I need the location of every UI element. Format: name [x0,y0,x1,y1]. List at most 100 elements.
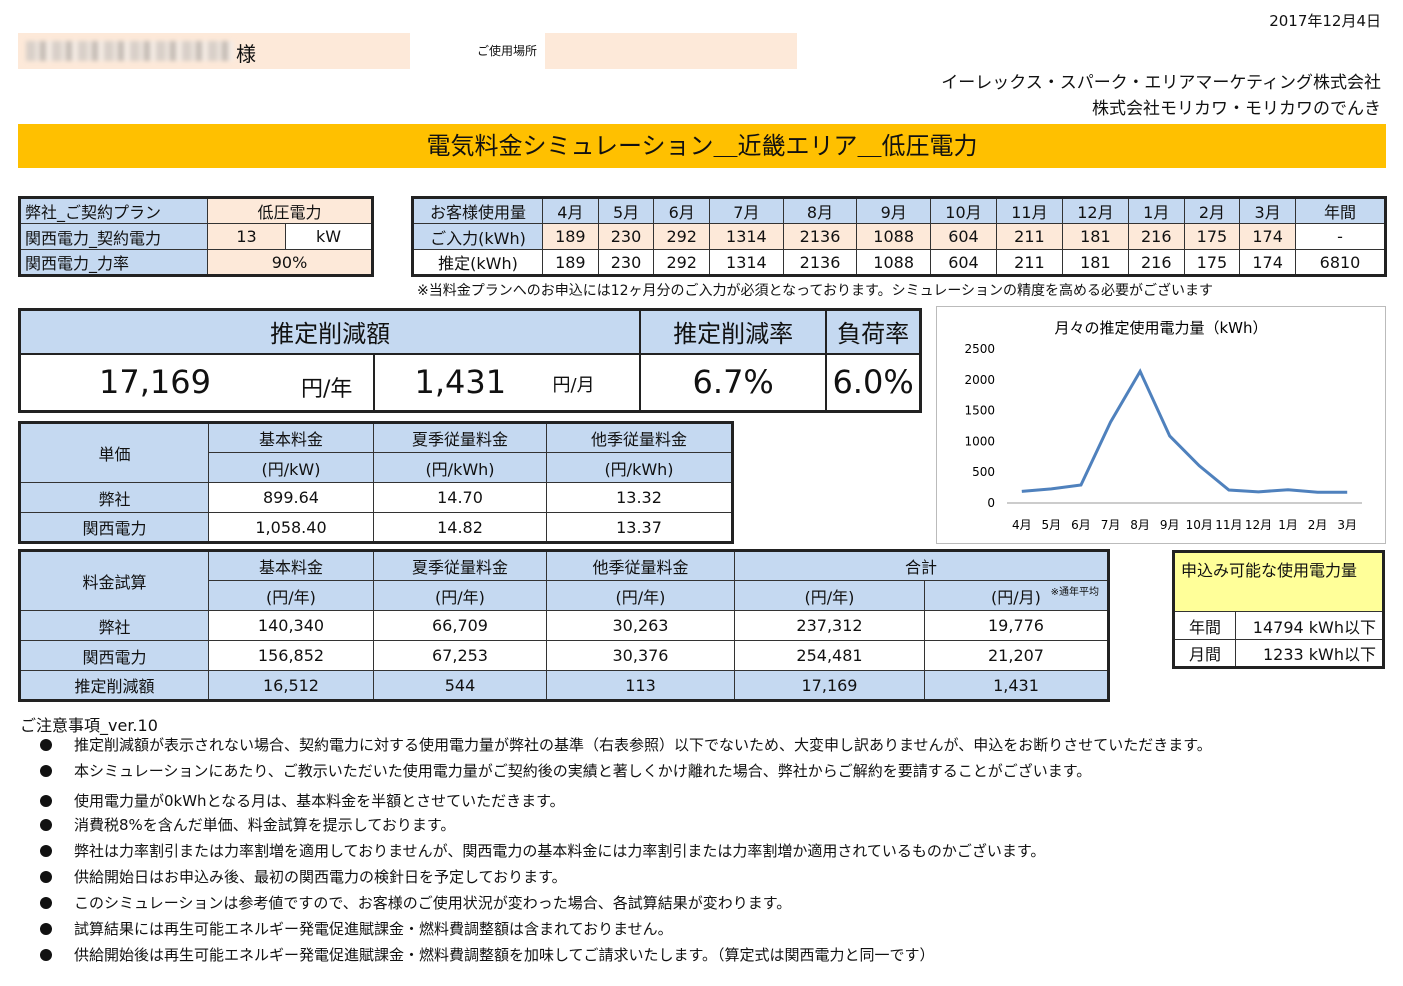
bullet-icon [40,795,52,807]
company-name-2: 株式会社モリカワ・モリカワのでんき [1092,99,1381,119]
usage-input-value[interactable]: 230 [597,223,655,250]
chart-x-tick-label: 7月 [1101,518,1121,532]
reduction-header: 推定削減額 [18,308,642,355]
calc-value: 544 [373,670,547,701]
usage-input-value[interactable]: 216 [1127,223,1185,250]
calc-value: 66,709 [373,610,547,641]
note-item: 推定削減額が表示されない場合、契約電力に対する使用電力量が弊社の基準（右表参照）… [40,734,1212,755]
calc-value: 16,512 [208,670,374,701]
note-text: 消費税8%を含んだ単価、料金試算を提示しております。 [74,816,456,834]
calc-table: 料金試算 基本料金 夏季従量料金 他季従量料金 合計 (円/年) (円/年) (… [18,549,1110,702]
unit-price-col1: 基本料金 [208,422,374,453]
summary-table: 推定削減額 推定削減率 負荷率 17,169 円/年 1,431 円/月 6.7… [18,308,922,413]
usage-estimate-label: 推定(kWh) [412,249,543,276]
usage-input-value[interactable]: 211 [995,223,1063,250]
unit-price-value: 14.70 [373,482,547,513]
available-row-value: 14794 kWh以下 [1235,611,1384,640]
unit-price-col2-unit: (円/kWh) [373,452,547,483]
notes-title: ご注意事項_ver.10 [20,716,158,735]
usage-place-box [545,33,797,69]
usage-input-value[interactable]: 292 [653,223,711,250]
chart-x-tick-label: 12月 [1245,518,1272,532]
unit-price-value: 1,058.40 [208,512,374,543]
note-item: 弊社は力率割引または力率割増を適用しておりませんが、関西電力の基本料金には力率割… [40,840,1045,861]
usage-input-value[interactable]: 174 [1239,223,1296,250]
chart-y-tick-label: 1000 [964,434,995,448]
usage-month-header: 7月 [709,197,784,224]
calc-row-label: 関西電力 [19,640,209,671]
bullet-icon [40,923,52,935]
note-item: 試算結果には再生可能エネルギー発電促進賦課金・燃料費調整額は含まれておりません。 [40,918,673,939]
unit-price-value: 13.32 [546,482,733,513]
usage-place-label: ご使用場所 [477,44,538,58]
usage-input-value[interactable]: 1314 [709,223,784,250]
usage-estimate-value: 216 [1127,249,1185,276]
usage-month-header: 4月 [542,197,599,224]
chart-y-tick-label: 2500 [964,342,995,356]
available-row-label: 月間 [1173,639,1236,668]
note-item: 供給開始日はお申込み後、最初の関西電力の検針日を予定しております。 [40,866,567,887]
plan-label-0: 弊社_ご契約プラン [19,197,208,224]
usage-input-value[interactable]: 2136 [782,223,858,250]
unit-price-value: 14.82 [373,512,547,543]
usage-header-label: お客様使用量 [412,197,543,224]
unit-price-value: 899.64 [208,482,374,513]
calc-col4-unit-month-cell: (円/月) ※通年平均 [924,580,1109,611]
usage-chart-svg: 月々の推定使用電力量（kWh） 0 500 1000 1500 2000 2500 4月 5… [964,319,1362,532]
chart-x-tick-label: 2月 [1308,518,1328,532]
usage-input-value[interactable]: 181 [1061,223,1129,250]
note-text: 供給開始後は再生可能エネルギー発電促進賦課金・燃料費調整額を加味してご請求いたし… [74,946,935,964]
chart-x-tick-label: 3月 [1337,518,1357,532]
note-item: 供給開始後は再生可能エネルギー発電促進賦課金・燃料費調整額を加味してご請求いたし… [40,944,935,965]
monthly-reduction-value: 1,431 [414,362,507,401]
chart-y-tick-label: 1500 [964,404,995,418]
bullet-icon [40,739,52,751]
plan-value-0: 低圧電力 [207,197,373,224]
note-text: 弊社は力率割引または力率割増を適用しておりませんが、関西電力の基本料金には力率割… [74,842,1046,860]
usage-input-value[interactable]: 175 [1183,223,1241,250]
monthly-reduction-unit: 円/月 [552,374,595,396]
unit-price-value: 13.37 [546,512,733,543]
unit-price-col3: 他季従量料金 [546,422,733,453]
usage-estimate-value: 604 [929,249,997,276]
calc-value: 17,169 [734,670,925,701]
usage-input-value[interactable]: 189 [542,223,599,250]
unit-price-table: 単価 基本料金 夏季従量料金 他季従量料金 (円/kW) (円/kWh) (円/… [18,421,734,544]
available-title: 申込み可能な使用電力量 [1173,551,1384,612]
calc-value: 156,852 [208,640,374,671]
chart-y-tick-label: 2000 [964,373,995,387]
usage-month-header: 1月 [1127,197,1185,224]
page-title: 電気料金シミュレーション＿近畿エリア＿低圧電力 [18,124,1386,168]
usage-note: ※当料金プランへのお申込には12ヶ月分のご入力が必須となっております。シミュレー… [417,283,1214,299]
available-usage-table: 申込み可能な使用電力量 年間 14794 kWh以下 月間 1233 kWh以下 [1172,550,1385,669]
note-text: 本シミュレーションにあたり、ご教示いただいた使用電力量がご契約後の実績と著しくか… [74,762,1092,780]
unit-price-row-label: 関西電力 [19,512,209,543]
chart-x-tick-label: 9月 [1160,518,1180,532]
usage-input-value[interactable]: 604 [929,223,997,250]
usage-month-header: 9月 [856,197,931,224]
chart-x-tick-label: 6月 [1071,518,1091,532]
usage-input-annual: - [1295,223,1386,250]
document-date: 2017年12月4日 [1269,12,1381,30]
calc-value: 1,431 [924,670,1109,701]
usage-month-header: 12月 [1061,197,1129,224]
usage-input-value[interactable]: 1088 [856,223,931,250]
usage-month-header: 11月 [995,197,1063,224]
usage-annual-header: 年間 [1295,197,1386,224]
calc-col3-unit: (円/年) [546,580,735,611]
bullet-icon [40,845,52,857]
unit-price-col2: 夏季従量料金 [373,422,547,453]
calc-value: 21,207 [924,640,1109,671]
unit-price-title: 単価 [19,422,209,483]
calc-title: 料金試算 [19,550,209,611]
usage-estimate-value: 1088 [856,249,931,276]
load-factor-header: 負荷率 [825,308,922,355]
chart-x-tick-label: 1月 [1278,518,1298,532]
bullet-icon [40,897,52,909]
plan-table: 弊社_ご契約プラン 低圧電力 関西電力_契約電力 13 kW 関西電力_力率 9… [18,196,374,277]
calc-col2: 夏季従量料金 [373,550,547,581]
chart-title: 月々の推定使用電力量（kWh） [1054,319,1267,337]
calc-value: 237,312 [734,610,925,641]
usage-month-header: 8月 [782,197,858,224]
usage-estimate-value: 211 [995,249,1063,276]
